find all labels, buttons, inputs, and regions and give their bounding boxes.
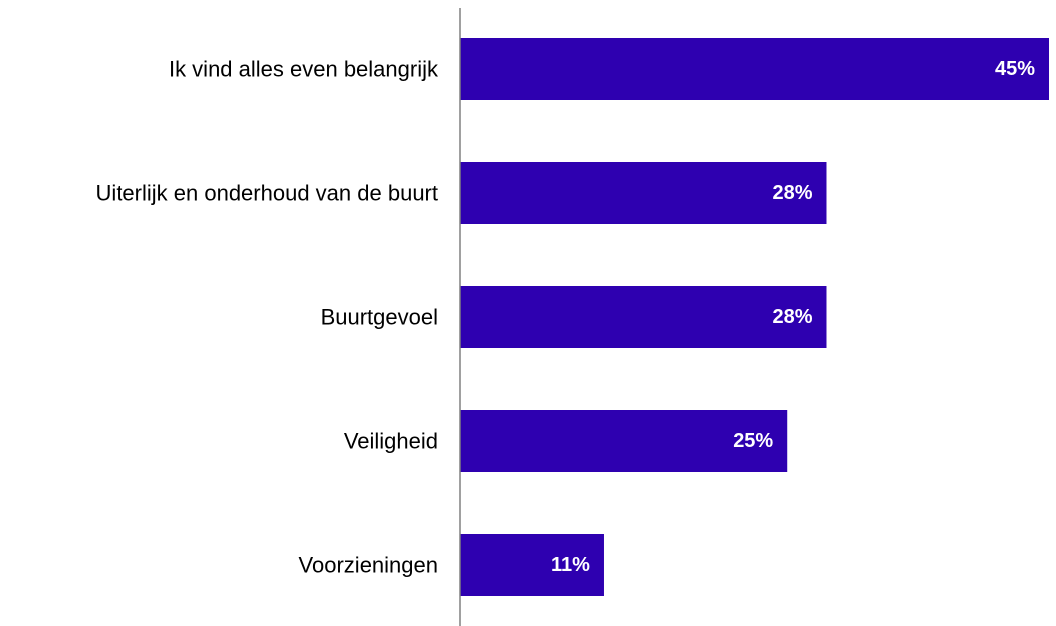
category-label-veiligheid: Veiligheid [344,429,438,454]
bars-group [460,38,1049,596]
value-label-veiligheid: 25% [733,430,773,452]
category-label-buurtgevoel: Buurtgevoel [321,305,438,330]
category-label-voorzieningen: Voorzieningen [299,553,438,578]
value-label-ik-vind-alles-even-belangrijk: 45% [995,58,1035,80]
bar-ik-vind-alles-even-belangrijk [460,38,1049,100]
value-label-voorzieningen: 11% [551,554,590,576]
value-label-buurtgevoel: 28% [772,306,812,328]
category-labels-group: Ik vind alles even belangrijk Uiterlijk e… [96,57,439,578]
category-label-uiterlijk-en-onderhoud-van-de-buurt: Uiterlijk en onderhoud van de buurt [96,181,438,206]
category-label-ik-vind-alles-even-belangrijk: Ik vind alles even belangrijk [169,57,439,82]
value-label-uiterlijk-en-onderhoud-van-de-buurt: 28% [772,182,812,204]
